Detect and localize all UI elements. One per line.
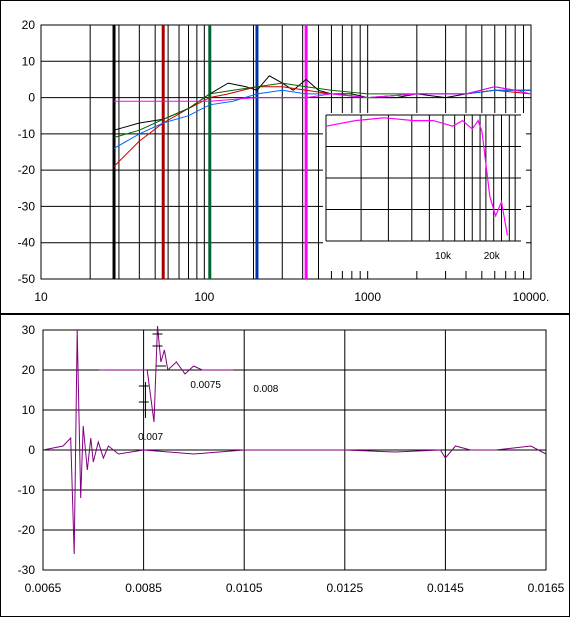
x-tick-label: 100 <box>194 290 214 304</box>
inset-time-label: 0.007 <box>138 432 163 443</box>
y-tick-label: 20 <box>22 18 36 32</box>
x-tick-label: 10000. <box>513 290 550 304</box>
y-tick-label: -20 <box>18 163 36 177</box>
x-tick-label: 1000 <box>354 290 381 304</box>
y-tick-label: -10 <box>18 483 36 497</box>
x-tick-label: 0.0085 <box>125 581 162 595</box>
inset-time-label: 0.0075 <box>190 380 221 391</box>
y-tick-label: -10 <box>18 127 36 141</box>
x-tick-label: 0.0165 <box>528 581 565 595</box>
y-tick-label: -50 <box>18 272 36 286</box>
inset-time-label: 0.008 <box>253 384 278 395</box>
y-tick-label: 10 <box>22 403 36 417</box>
x-tick-label: 0.0065 <box>25 581 62 595</box>
inset-x-tick-label: 10k <box>435 251 452 262</box>
y-tick-label: 20 <box>22 363 36 377</box>
series-line <box>114 86 532 102</box>
y-tick-label: -20 <box>18 523 36 537</box>
inset-series-line <box>99 325 234 423</box>
inset-x-tick-label: 20k <box>484 251 501 262</box>
x-tick-label: 10 <box>34 290 48 304</box>
y-tick-label: -30 <box>18 563 36 577</box>
y-tick-label: -30 <box>18 199 36 213</box>
x-tick-label: 0.0125 <box>326 581 363 595</box>
y-tick-label: 10 <box>22 54 36 68</box>
y-tick-label: 0 <box>28 91 35 105</box>
x-tick-label: 0.0105 <box>226 581 263 595</box>
y-tick-label: -40 <box>18 236 36 250</box>
y-tick-label: 0 <box>28 443 35 457</box>
impulse-response-panel: 30 20 10 0 -10 -20 -30 0.0065 0.0085 0.0105 0.0125… <box>0 314 570 617</box>
inset-background <box>323 113 526 271</box>
y-tick-label: 30 <box>22 323 36 337</box>
x-tick-label: 0.0145 <box>427 581 464 595</box>
impulse-response-chart: 30 20 10 0 -10 -20 -30 0.0065 0.0085 0.0105 0.0125… <box>18 323 565 595</box>
series-line <box>42 329 547 555</box>
inset-series-line <box>325 117 508 236</box>
frequency-response-panel: 20 10 0 -10 -20 -30 -40 -50 10 100 1000 10000. 10k 20… <box>0 0 570 314</box>
